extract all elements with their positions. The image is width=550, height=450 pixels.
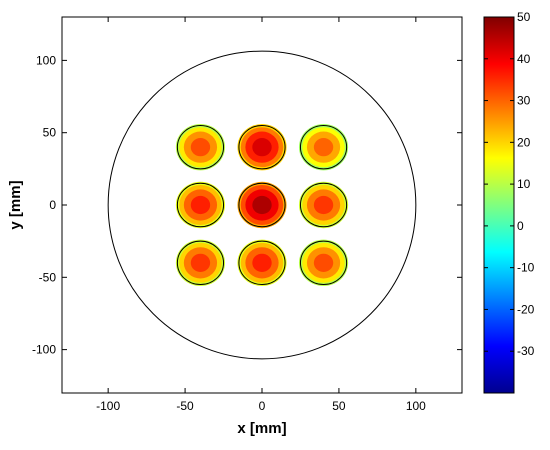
heatmap-spot [298,239,349,287]
colorbar-tick-label: -10 [517,261,535,275]
colorbar-tick-label: 30 [517,94,531,108]
colorbar-tick-label: 10 [517,177,531,191]
spot-outline [299,124,348,170]
colorbar-tick-label: 20 [517,135,531,149]
outer-circle [107,50,417,360]
x-axis-label: x [mm] [237,420,286,437]
colorbar-tick-label: 50 [517,10,531,24]
y-tick-label: 50 [43,126,57,140]
heatmap-spot [175,181,226,229]
spot-outline [176,182,225,228]
x-axis-ticks: -100 -50 0 50 100 [96,17,426,413]
y-tick-label: 100 [36,53,56,67]
colorbar-tick-label: 40 [517,52,531,66]
y-tick-label: -100 [32,343,56,357]
y-axis-ticks: -100 -50 0 50 100 [32,53,462,357]
spot-outline [176,240,225,286]
spot-core [313,253,334,272]
spot-outline [299,182,348,228]
spot-core [190,138,211,157]
colorbar-gradient [483,16,515,394]
heatmap-spot [298,123,349,171]
y-tick-label: 0 [49,198,56,212]
spot-core [252,253,272,272]
spot-outline [176,124,225,170]
colorbar-tick-label: -20 [517,302,535,316]
spot-outline [238,240,286,286]
spot-core [313,138,334,157]
spot-core [252,195,272,215]
spot-core [190,195,211,215]
x-tick-label: 50 [332,399,346,413]
heatmap-spot [175,239,226,287]
plot-axes: -100 -50 0 50 100 -100 -50 0 50 100 x [mm] y [mm… [7,16,463,437]
heatmap-spot [237,123,287,171]
spots-layer [175,123,349,287]
spot-core [313,195,334,215]
y-axis-label: y [mm] [7,180,24,229]
heatmap-spot [175,123,226,171]
spot-core [190,253,211,272]
heatmap-spot [237,239,287,287]
spot-outline [238,124,286,170]
spot-outline [299,240,348,286]
y-tick-label: -50 [39,270,57,284]
x-tick-label: 100 [406,399,426,413]
colorbar-tick-label: -30 [517,344,535,358]
x-tick-label: -50 [176,399,194,413]
colorbar-ticks: -30 -20 -10 0 10 20 30 40 50 [484,10,535,358]
x-tick-label: -100 [96,399,120,413]
colorbar-tick-label: 0 [517,219,524,233]
heatmap-spot [237,181,287,229]
spot-outline [238,182,286,228]
x-tick-label: 0 [259,399,266,413]
spot-core [252,138,272,157]
heatmap-spot [298,181,349,229]
colorbar: -30 -20 -10 0 10 20 30 40 50 [483,10,535,394]
